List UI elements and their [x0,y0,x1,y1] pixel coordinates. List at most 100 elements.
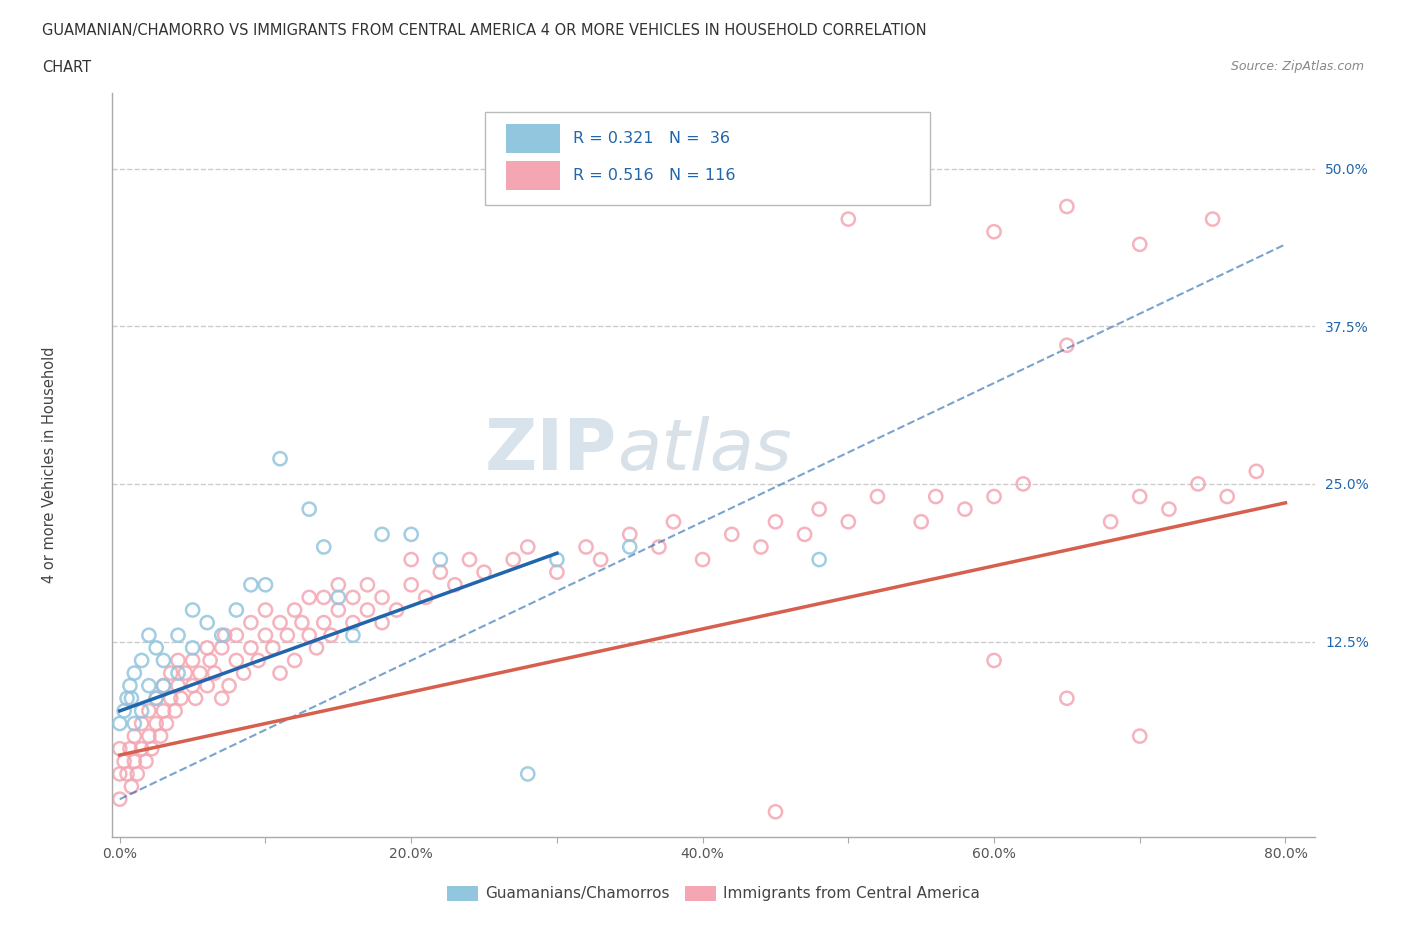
Point [342,615,364,630]
Point [184,691,207,706]
Point [152,678,174,693]
Point [269,666,291,681]
Point [648,539,671,554]
Point [1201,212,1223,227]
Text: CHART: CHART [42,60,91,75]
Point [589,552,612,567]
Point [305,641,328,656]
Point [1246,464,1268,479]
Point [181,678,204,693]
Point [1099,514,1122,529]
Point [749,539,772,554]
Point [1129,729,1152,744]
Point [112,703,135,718]
Point [149,729,172,744]
Point [269,451,291,466]
Point [218,678,240,693]
Point [108,716,131,731]
Text: GUAMANIAN/CHAMORRO VS IMMIGRANTS FROM CENTRAL AMERICA 4 OR MORE VEHICLES IN HOUS: GUAMANIAN/CHAMORRO VS IMMIGRANTS FROM CE… [42,23,927,38]
Point [415,590,437,604]
Point [1216,489,1239,504]
Point [211,641,233,656]
Point [1056,691,1078,706]
Point [546,552,568,567]
Point [112,754,135,769]
Point [662,514,685,529]
Point [145,641,167,656]
Point [399,578,422,592]
Point [910,186,932,201]
Point [808,552,831,567]
Point [211,691,233,706]
Point [291,615,314,630]
Point [983,653,1005,668]
Point [135,754,157,769]
Point [765,804,787,819]
Point [152,703,174,718]
Point [298,628,321,643]
Point [399,527,422,542]
Point [371,527,394,542]
Point [546,565,568,579]
Point [138,628,160,643]
Text: R = 0.321   N =  36: R = 0.321 N = 36 [572,131,730,146]
Point [120,691,142,706]
Point [124,729,146,744]
Point [131,716,153,731]
Point [837,212,859,227]
Point [328,590,350,604]
Point [720,527,742,542]
Point [181,653,204,668]
Point [131,653,153,668]
Point [225,603,247,618]
Text: atlas: atlas [617,416,792,485]
Point [319,628,342,643]
Point [115,691,138,706]
Point [165,703,187,718]
Text: Source: ZipAtlas.com: Source: ZipAtlas.com [1230,60,1364,73]
Point [276,628,298,643]
Point [371,590,394,604]
Point [167,628,190,643]
Point [145,691,167,706]
Point [195,678,218,693]
Point [429,552,451,567]
Point [516,766,538,781]
Point [225,653,247,668]
Point [284,603,307,618]
Point [866,489,889,504]
Point [371,615,394,630]
Point [254,578,277,592]
Point [793,527,815,542]
Point [575,539,598,554]
Point [115,766,138,781]
Point [170,691,193,706]
Point [1056,199,1078,214]
Point [444,578,467,592]
Point [619,527,641,542]
Point [167,678,190,693]
Point [181,641,204,656]
Point [124,716,146,731]
Point [145,716,167,731]
Point [108,766,131,781]
Point [239,578,262,592]
Point [1012,476,1035,491]
Point [254,603,277,618]
Point [124,754,146,769]
Point [118,741,141,756]
Legend: Guamanians/Chamorros, Immigrants from Central America: Guamanians/Chamorros, Immigrants from Ce… [441,880,986,908]
Bar [506,162,560,190]
Point [429,565,451,579]
Point [298,590,321,604]
Y-axis label: 4 or more Vehicles in Household: 4 or more Vehicles in Household [42,347,58,583]
Point [120,779,142,794]
Point [1129,237,1152,252]
Point [108,741,131,756]
Point [312,539,335,554]
Point [1157,501,1180,516]
Point [837,514,859,529]
Point [181,603,204,618]
Point [516,539,538,554]
Point [138,678,160,693]
